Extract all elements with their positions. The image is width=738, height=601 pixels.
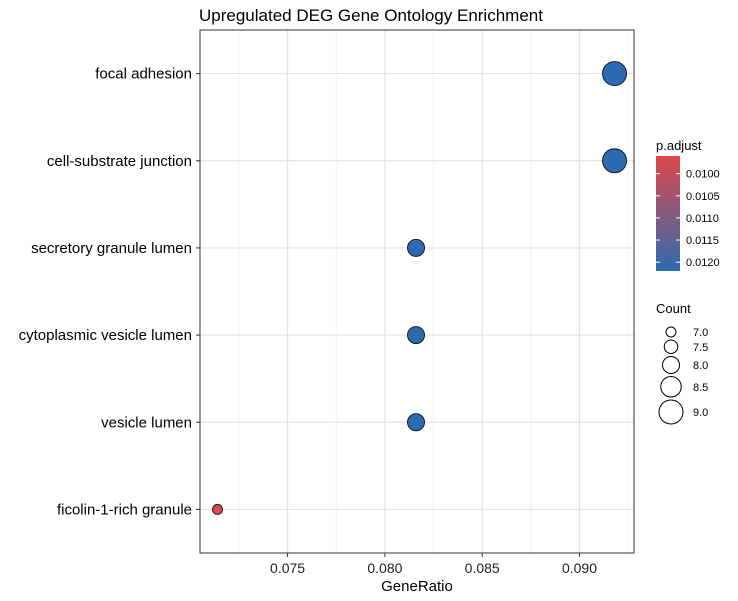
- p-adjust-colorbar: [656, 156, 680, 271]
- p-adjust-legend-label: 0.0100: [686, 169, 720, 181]
- data-point: [407, 238, 426, 257]
- y-tick-label: cell-substrate junction: [47, 153, 192, 170]
- y-tick-label: vesicle lumen: [101, 414, 192, 431]
- y-tick-label: secretory granule lumen: [31, 240, 192, 257]
- x-tick-label: 0.090: [562, 560, 597, 576]
- chart-title: Upregulated DEG Gene Ontology Enrichment: [199, 6, 543, 25]
- y-tick-label: cytoplasmic vesicle lumen: [19, 327, 192, 344]
- y-tick-label: ficolin-1-rich granule: [57, 501, 192, 518]
- p-adjust-legend-label: 0.0115: [686, 235, 719, 247]
- count-legend-key: [665, 326, 677, 338]
- count-legend-key: [658, 399, 684, 425]
- count-legend-key: [663, 339, 679, 354]
- count-legend-label: 9.0: [693, 407, 708, 419]
- p-adjust-legend-label: 0.0120: [686, 257, 720, 269]
- data-point: [407, 413, 426, 432]
- count-legend: Count 7.0 7.5 8.0 8.5 9.0: [656, 301, 708, 425]
- count-legend-title: Count: [656, 301, 691, 316]
- data-point: [407, 326, 426, 345]
- data-point: [602, 61, 628, 87]
- data-point: [212, 503, 224, 515]
- p-adjust-legend-label: 0.0105: [686, 191, 720, 203]
- plot-panel: [199, 29, 635, 554]
- y-axis-labels: focal adhesion cell-substrate junction sec…: [19, 66, 200, 518]
- count-legend-label: 7.0: [693, 327, 708, 339]
- p-adjust-legend: p.adjust 0.0100 0.0105 0.0110 0.0115 0.0120: [656, 138, 720, 271]
- panel-border: [199, 29, 635, 554]
- panel-background: [200, 30, 634, 553]
- x-tick-label: 0.080: [367, 560, 402, 576]
- count-legend-label: 8.0: [693, 360, 708, 372]
- x-axis-title: GeneRatio: [381, 578, 453, 595]
- count-legend-key: [660, 376, 682, 398]
- p-adjust-legend-label: 0.0110: [686, 213, 719, 225]
- data-points: [212, 61, 628, 515]
- count-legend-label: 8.5: [693, 382, 708, 394]
- x-axis: 0.075 0.080 0.085 0.090: [270, 553, 597, 576]
- count-legend-key: [662, 356, 680, 374]
- count-legend-label: 7.5: [693, 342, 708, 354]
- data-point: [602, 148, 628, 174]
- p-adjust-legend-title: p.adjust: [656, 138, 702, 153]
- x-tick-label: 0.085: [465, 560, 500, 576]
- x-tick-label: 0.075: [270, 560, 305, 576]
- y-tick-label: focal adhesion: [95, 66, 192, 83]
